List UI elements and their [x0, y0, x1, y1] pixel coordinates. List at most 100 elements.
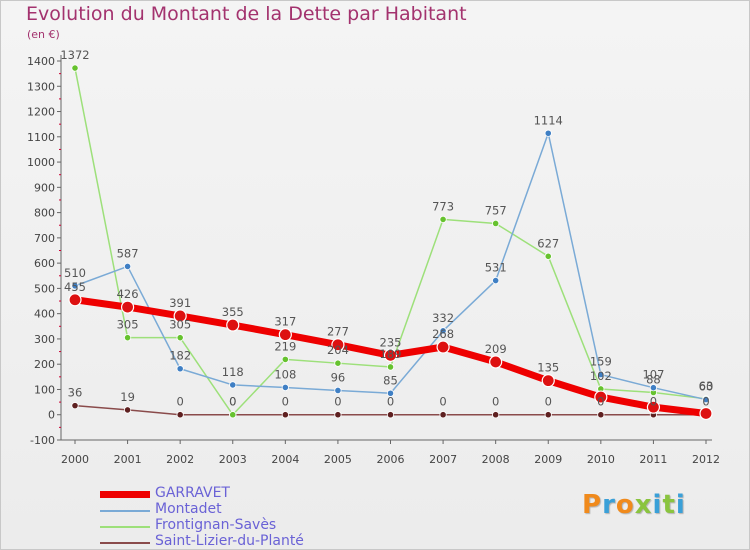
x-tick-label: 2002 [166, 453, 194, 466]
data-label-series-3: 0 [282, 395, 289, 409]
data-point-series-1 [649, 384, 658, 392]
data-label-series-3: 0 [439, 395, 446, 409]
data-label-series-0: 135 [537, 361, 559, 375]
data-label-series-3: 0 [545, 395, 552, 409]
data-point-series-0 [699, 406, 713, 421]
legend-swatch-saint-lizier [100, 542, 150, 544]
y-tick-label: -100 [30, 434, 55, 447]
data-point-series-1 [334, 386, 342, 395]
data-label-series-1: 60 [699, 380, 714, 394]
proxiti-logo-letter: t [662, 490, 676, 520]
data-point-series-3 [386, 411, 395, 419]
y-tick-label: 100 [34, 383, 55, 396]
y-tick-label: 0 [48, 409, 55, 422]
data-point-series-3 [334, 411, 342, 419]
data-point-series-0 [331, 338, 345, 352]
proxiti-logo: Proxiti [582, 490, 686, 520]
data-point-series-0 [541, 374, 555, 388]
data-point-series-1 [71, 282, 79, 290]
data-point-series-1 [281, 383, 289, 392]
proxiti-logo-letter: i [675, 490, 686, 520]
data-label-series-3: 36 [68, 386, 83, 400]
x-tick-label: 2012 [692, 453, 720, 466]
data-label-series-0: 235 [380, 335, 402, 349]
legend-swatch-montadet [100, 510, 150, 512]
y-tick-label: 200 [34, 358, 55, 371]
data-point-series-1 [386, 389, 395, 397]
data-label-series-2: 773 [432, 199, 454, 213]
data-point-series-2 [334, 359, 342, 367]
data-point-series-3 [544, 411, 552, 419]
data-point-series-2 [492, 219, 500, 228]
legend-item-frontignan-saves: Frontignan-Savès [100, 517, 360, 534]
x-tick-label: 2005 [324, 453, 352, 466]
data-label-series-3: 0 [492, 395, 499, 409]
data-point-series-1 [597, 370, 605, 379]
data-label-series-3: 0 [387, 395, 394, 409]
data-point-series-3 [71, 402, 79, 410]
legend-label-garravet: GARRAVET [155, 485, 230, 501]
data-label-series-0: 391 [169, 296, 191, 310]
data-label-series-1: 118 [222, 365, 244, 379]
proxiti-logo-letter: o [615, 490, 635, 520]
x-tick-label: 2006 [377, 453, 405, 466]
data-label-series-0: 209 [485, 342, 507, 356]
data-label-series-3: 0 [177, 395, 184, 409]
y-tick-label: 600 [34, 257, 55, 270]
proxiti-logo-letter: i [652, 490, 663, 520]
data-point-series-0 [436, 340, 450, 354]
proxiti-logo-letter: r [602, 490, 616, 520]
data-label-series-1: 587 [117, 246, 139, 260]
data-point-series-3 [123, 406, 132, 414]
x-tick-label: 2000 [61, 453, 89, 466]
data-label-series-0: 277 [327, 325, 349, 339]
data-point-series-1 [492, 276, 500, 285]
data-point-series-0 [383, 348, 398, 362]
data-point-series-2 [439, 215, 447, 224]
x-tick-label: 2001 [114, 453, 142, 466]
data-point-series-1 [176, 365, 184, 373]
data-label-series-2: 102 [590, 369, 612, 383]
proxiti-logo-letter: x [634, 490, 653, 520]
data-label-series-3: 0 [702, 395, 709, 409]
legend-swatch-frontignan-saves [100, 526, 150, 528]
data-label-series-2: 757 [485, 203, 507, 217]
legend-item-montadet: Montadet [100, 501, 360, 518]
data-label-series-1: 332 [432, 311, 454, 325]
y-tick-label: 1100 [27, 131, 55, 144]
y-tick-label: 700 [34, 232, 55, 245]
data-label-series-1: 85 [383, 373, 398, 387]
data-point-series-2 [544, 252, 552, 260]
data-label-series-1: 182 [169, 349, 191, 363]
data-label-series-2: 0 [229, 395, 236, 409]
data-label-series-2: 63 [699, 379, 714, 393]
data-label-series-2: 204 [327, 343, 349, 357]
data-point-series-1 [544, 129, 552, 137]
legend-item-saint-lizier: Saint-Lizier-du-Planté [100, 533, 360, 550]
x-tick-label: 2003 [219, 453, 247, 466]
data-point-series-1 [229, 381, 237, 389]
x-tick-label: 2004 [271, 453, 299, 466]
data-label-series-1: 1114 [534, 113, 563, 127]
x-tick-label: 2011 [639, 453, 667, 466]
data-point-series-1 [123, 262, 132, 271]
y-tick-label: 1000 [27, 156, 55, 169]
data-point-series-0 [278, 328, 292, 342]
data-label-series-2: 305 [169, 318, 191, 332]
y-unit-label: (en €) [27, 28, 60, 41]
x-tick-label: 2008 [482, 453, 510, 466]
y-tick-label: 500 [34, 282, 55, 295]
data-label-series-3: 0 [229, 395, 236, 409]
legend-label-montadet: Montadet [155, 501, 222, 517]
data-point-series-0 [489, 355, 503, 369]
data-label-series-3: 0 [650, 395, 657, 409]
data-label-series-2: 627 [537, 236, 559, 250]
data-label-series-1: 96 [331, 370, 346, 384]
proxiti-logo-letter: P [582, 490, 603, 520]
y-tick-label: 300 [34, 333, 55, 346]
data-point-series-2 [281, 355, 289, 363]
y-tick-label: 800 [34, 207, 55, 220]
data-label-series-0: 268 [432, 327, 454, 341]
legend-item-garravet: GARRAVET [100, 485, 360, 502]
